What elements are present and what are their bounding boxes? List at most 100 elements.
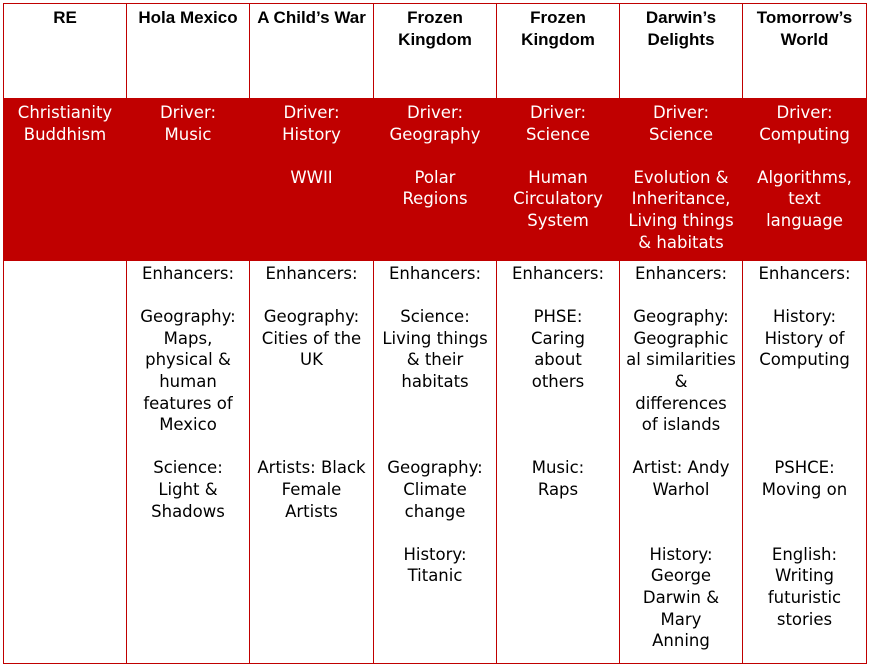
cell-line: physical & xyxy=(145,350,231,370)
cell-line: History: xyxy=(649,544,713,564)
cell-line: Geography xyxy=(389,124,481,144)
line-gap xyxy=(746,414,863,436)
line-gap xyxy=(746,501,863,523)
cell-line: George xyxy=(650,566,712,586)
cell-line: Enhancers: xyxy=(634,264,728,283)
cell-line: Anning xyxy=(652,631,710,651)
cell-line: Driver: xyxy=(652,103,710,122)
line-gap xyxy=(377,414,493,436)
cell-line: Artists xyxy=(285,501,338,521)
cell-line: History: xyxy=(772,307,837,327)
cell-line: Warhol xyxy=(652,479,710,499)
header-cell-darwins-delights: Darwin’s Delights xyxy=(619,3,743,99)
line-gap xyxy=(253,414,370,436)
cell-line: Christianity xyxy=(17,103,113,122)
line-gap xyxy=(746,371,863,393)
cell-line: Human xyxy=(528,167,588,187)
cell-line: others xyxy=(531,371,585,391)
cell-line: History: xyxy=(403,544,467,564)
header-cell-frozen-kingdom-2: Frozen Kingdom xyxy=(496,3,620,99)
cell-line: Algorithms, xyxy=(757,167,852,187)
header-cell-hola-mexico: Hola Mexico xyxy=(126,3,250,99)
cell-line: PHSE: xyxy=(533,307,583,327)
cell-line: English: xyxy=(771,544,838,564)
cell-line: Shadows xyxy=(151,501,225,521)
cell-line: Writing xyxy=(775,566,834,586)
line-gap xyxy=(377,522,493,544)
cell-line: Geography: xyxy=(263,307,360,327)
cell-line: Driver: xyxy=(159,103,217,122)
line-gap xyxy=(623,436,739,458)
driver-cell-hola-mexico: Driver: Music xyxy=(126,98,250,261)
driver-row: Christianity Buddhism Driver: Music Driver… xyxy=(3,98,867,261)
cell-line: & habitats xyxy=(638,232,724,252)
line-gap xyxy=(130,285,246,307)
cell-line: Geography: xyxy=(633,307,729,327)
cell-line: Darwin & xyxy=(642,587,720,607)
cell-line: habitats xyxy=(401,371,469,391)
cell-line: Female xyxy=(281,479,342,499)
cell-line: WWII xyxy=(290,167,333,187)
cell-line: Maps, xyxy=(163,328,213,348)
cell-line: al similarities xyxy=(626,350,736,370)
cell-line: Cities of the xyxy=(261,328,362,348)
enhancers-cell-tomorrows-world: Enhancers: History: History of Computing PSH… xyxy=(742,260,867,664)
curriculum-table: RE Hola Mexico A Child’s War Frozen King… xyxy=(3,3,867,664)
line-gap xyxy=(746,522,863,544)
line-gap xyxy=(377,285,493,307)
cell-line: Computing xyxy=(759,124,850,144)
cell-line: Mexico xyxy=(159,415,217,435)
cell-line: Living things xyxy=(382,328,488,348)
cell-line: Enhancers: xyxy=(758,264,851,283)
driver-cell-frozen-kingdom-2: Driver: Science Human Circulatory System xyxy=(496,98,620,261)
cell-line: Caring xyxy=(531,328,585,348)
cell-line: stories xyxy=(776,609,833,629)
cell-line: features of xyxy=(143,393,233,413)
enhancers-cell-hola-mexico: Enhancers: Geography: Maps, physical & human… xyxy=(126,260,250,664)
cell-line: & their xyxy=(406,350,464,370)
cell-line: Geographic xyxy=(633,328,729,348)
enhancers-cell-frozen-kingdom-2: Enhancers: PHSE: Caring about others Music: Ra… xyxy=(496,260,620,664)
header-cell-re: RE xyxy=(3,3,127,99)
cell-line: Buddhism xyxy=(23,124,107,144)
cell-line: human xyxy=(159,371,217,391)
line-gap xyxy=(746,436,863,458)
line-gap xyxy=(500,145,616,167)
cell-line: Climate xyxy=(403,479,467,499)
header-cell-a-childs-war: A Child’s War xyxy=(249,3,374,99)
line-gap xyxy=(746,285,863,307)
cell-line: Enhancers: xyxy=(511,264,605,283)
cell-line: & xyxy=(674,371,688,391)
cell-line: Circulatory xyxy=(513,189,603,209)
cell-line: Enhancers: xyxy=(265,264,358,283)
cell-line: differences xyxy=(635,393,727,413)
cell-line: change xyxy=(404,501,466,521)
enhancers-cell-re xyxy=(3,260,127,664)
driver-cell-tomorrows-world: Driver: Computing Algorithms, text language xyxy=(742,98,867,261)
cell-line: Polar xyxy=(414,167,456,187)
line-gap xyxy=(500,285,616,307)
cell-line: Driver: xyxy=(406,103,464,122)
cell-line: Science xyxy=(526,124,590,144)
line-gap xyxy=(500,414,616,436)
enhancers-cell-frozen-kingdom-1: Enhancers: Science: Living things & their ha… xyxy=(373,260,497,664)
cell-line: Geography: xyxy=(140,307,236,327)
cell-line: Inheritance, xyxy=(631,189,731,209)
cell-line: Titanic xyxy=(407,566,463,586)
cell-line: Science xyxy=(649,124,713,144)
line-gap xyxy=(253,371,370,393)
cell-line: Science: xyxy=(400,307,470,327)
cell-line: of islands xyxy=(641,415,721,435)
cell-line: Enhancers: xyxy=(141,264,235,283)
cell-line: History of xyxy=(764,328,845,348)
header-row: RE Hola Mexico A Child’s War Frozen King… xyxy=(3,3,867,99)
line-gap xyxy=(623,522,739,544)
line-gap xyxy=(623,501,739,523)
cell-line: futuristic xyxy=(767,587,842,607)
cell-line: Evolution & xyxy=(633,167,729,187)
cell-line: Regions xyxy=(402,189,468,209)
enhancers-row: Enhancers: Geography: Maps, physical & human… xyxy=(3,260,867,664)
driver-cell-a-childs-war: Driver: History WWII xyxy=(249,98,374,261)
cell-line: History xyxy=(282,124,341,144)
cell-line: Music xyxy=(164,124,212,144)
